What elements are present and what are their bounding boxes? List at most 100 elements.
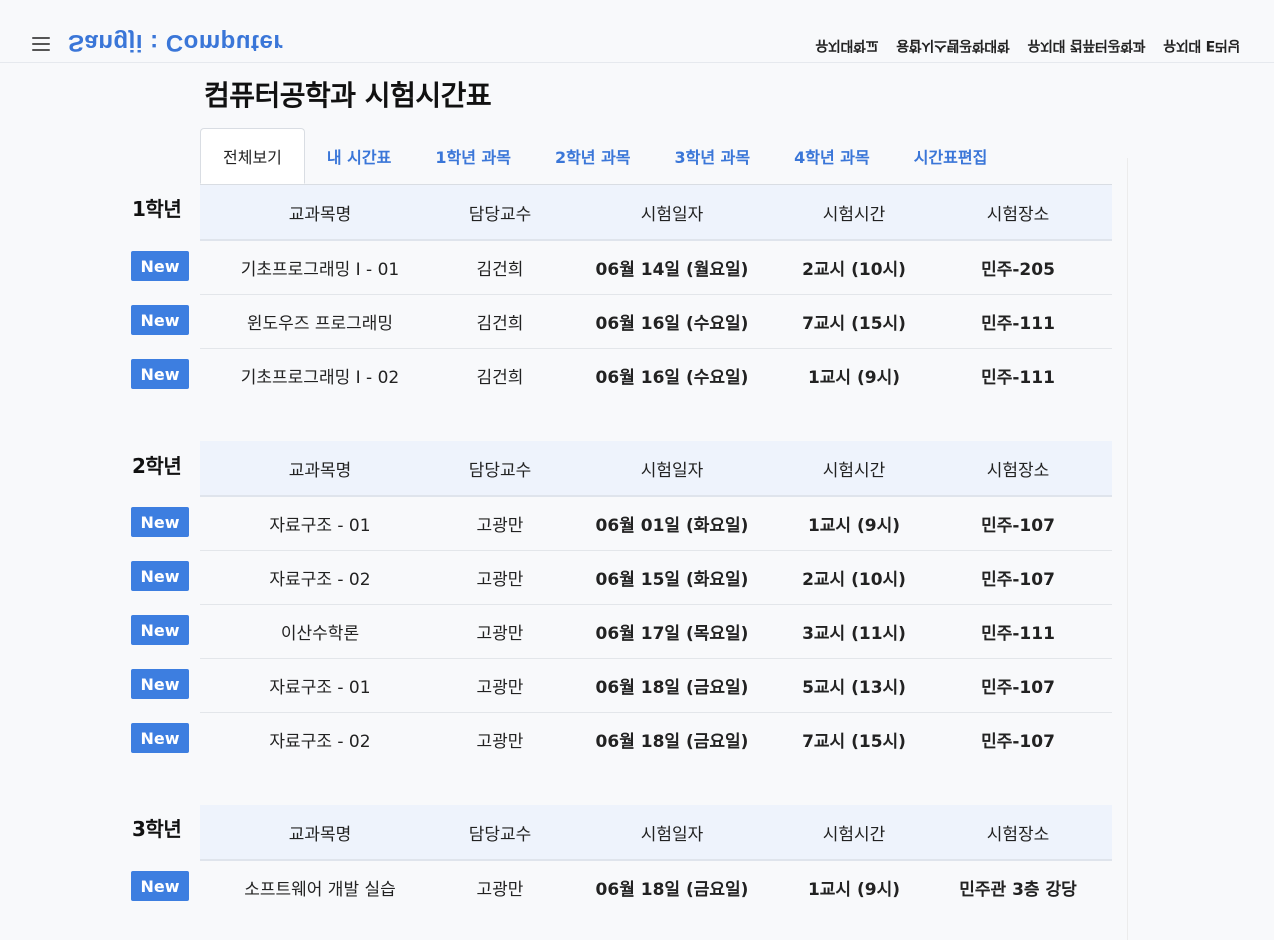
table-cell: 2교시 (10시): [784, 550, 924, 605]
table-cell: 자료구조 - 02: [200, 550, 440, 605]
table-cell: 소프트웨어 개발 실습: [244, 880, 396, 900]
table-row[interactable]: 기초프로그래밍 I - 01 김건희 06월 14일 (월요일) 2교시 (10시) 민…: [200, 240, 1112, 295]
new-badge: New: [131, 615, 189, 645]
table-cell: 고광만: [476, 732, 524, 752]
table-header-row: 교과목명 담당교수 시험일자 시험시간 시험장소: [200, 805, 1112, 861]
table-cell: 민주관 3층 강당: [959, 880, 1077, 900]
table-row[interactable]: 자료구조 - 01 고광만 06월 01일 (화요일) 1교시 (9시) 민주-107: [200, 496, 1112, 551]
table-row[interactable]: 소프트웨어 개발 실습 고광만 06월 18일 (금요일) 1교시 (9시) 민주관 3…: [200, 860, 1112, 914]
year-label: 3학년: [132, 817, 182, 841]
column-header: 시험시간: [784, 441, 924, 497]
new-badge: New: [131, 723, 189, 753]
exam-table: 교과목명 담당교수 시험일자 시험시간 시험장소 기초프로그래밍 I - 01 김건희 06월…: [200, 185, 1112, 402]
table-cell: 1교시 (9시): [807, 880, 901, 900]
tab-divider: [200, 184, 1112, 185]
table-cell: 06월 18일 (금요일): [560, 658, 784, 713]
tab-my-timetable[interactable]: 내 시간표: [326, 148, 392, 167]
table-cell: 김건희: [440, 294, 560, 349]
table-cell: 김건희: [440, 240, 560, 295]
table-cell: 06월 18일 (금요일): [595, 880, 749, 900]
table-cell: 고광만: [476, 880, 524, 900]
new-badge: New: [131, 561, 189, 591]
nav-link-college[interactable]: 융합시스템공학대학: [896, 37, 1010, 53]
page-title: 컴퓨터공학과 시험시간표: [204, 79, 492, 112]
column-header: 교과목명: [200, 441, 440, 497]
table-cell: 06월 16일 (수요일): [560, 294, 784, 349]
table-cell: 민주-107: [924, 496, 1112, 551]
column-header: 시험시간: [784, 805, 924, 861]
table-row[interactable]: 자료구조 - 02 고광만 06월 15일 (화요일) 2교시 (10시) 민주-107: [200, 550, 1112, 605]
column-header: 시험일자: [560, 441, 784, 497]
tab-year-3[interactable]: 3학년 과목: [674, 148, 751, 167]
hamburger-menu-icon[interactable]: [32, 37, 50, 51]
column-header: 담당교수: [440, 441, 560, 497]
table-cell: 06월 01일 (화요일): [560, 496, 784, 551]
table-cell: 고광만: [440, 550, 560, 605]
table-cell: 7교시 (15시): [802, 732, 906, 752]
nav-link-department[interactable]: 유지대 컴퓨터공학과: [1027, 37, 1146, 53]
table-row[interactable]: 이산수학론 고광만 06월 17일 (목요일) 3교시 (11시) 민주-111: [200, 604, 1112, 659]
table-cell: 김건희: [476, 368, 524, 388]
table-cell: 고광만: [440, 604, 560, 659]
table-cell: 06월 16일 (수요일): [595, 368, 749, 388]
table-cell: 06월 15일 (화요일): [560, 550, 784, 605]
table-cell: 기초프로그래밍 I - 02: [240, 368, 400, 388]
table-cell: 민주-111: [981, 368, 1055, 388]
table-cell: 자료구조 - 01: [200, 658, 440, 713]
content-right-border: [1127, 158, 1128, 940]
new-badge: New: [131, 871, 189, 901]
table-cell: 기초프로그래밍 I - 01: [200, 240, 440, 295]
top-nav: 유지대학교 융합시스템공학대학 유지대 컴퓨터공학과 유지대 E러닝: [815, 36, 1240, 56]
table-cell: 민주-111: [924, 604, 1112, 659]
table-cell: 민주-107: [981, 732, 1055, 752]
table-cell: 06월 14일 (월요일): [560, 240, 784, 295]
new-badge: New: [131, 507, 189, 537]
tab-all[interactable]: 전체보기: [200, 128, 305, 184]
table-row[interactable]: 기초프로그래밍 I - 02 김건희 06월 16일 (수요일) 1교시 (9시) 민주…: [200, 349, 1112, 403]
table-row[interactable]: 자료구조 - 01 고광만 06월 18일 (금요일) 5교시 (13시) 민주-107: [200, 658, 1112, 713]
table-cell: 1교시 (9시): [807, 368, 901, 388]
table-cell: 자료구조 - 02: [269, 732, 371, 752]
new-badge: New: [131, 669, 189, 699]
table-cell: 5교시 (13시): [784, 658, 924, 713]
tab-year-2[interactable]: 2학년 과목: [554, 148, 631, 167]
new-badge: New: [131, 359, 189, 389]
table-cell: 민주-107: [924, 550, 1112, 605]
table-row[interactable]: 자료구조 - 02 고광만 06월 18일 (금요일) 7교시 (15시) 민주-107: [200, 713, 1112, 767]
brand-logo[interactable]: Sangji : Computer: [68, 29, 284, 56]
top-bar: Sangji : Computer 유지대학교 융합시스템공학대학 유지대 컴퓨…: [0, 0, 1274, 63]
column-header: 시험장소: [924, 185, 1112, 241]
table-header-row: 교과목명 담당교수 시험일자 시험시간 시험장소: [200, 185, 1112, 241]
tab-year-4[interactable]: 4학년 과목: [794, 148, 870, 167]
nav-link-university[interactable]: 유지대학교: [815, 37, 879, 53]
new-badge: New: [131, 251, 189, 281]
column-header: 시험일자: [560, 185, 784, 241]
table-cell: 민주-107: [924, 658, 1112, 713]
table-cell: 3교시 (11시): [784, 604, 924, 659]
tab-year-1[interactable]: 1학년 과목: [435, 148, 511, 167]
table-header-row: 교과목명 담당교수 시험일자 시험시간 시험장소: [200, 441, 1112, 497]
table-cell: 민주-111: [924, 294, 1112, 349]
column-header: 시험일자: [560, 805, 784, 861]
table-cell: 1교시 (9시): [784, 496, 924, 551]
table-cell: 윈도우즈 프로그래밍: [200, 294, 440, 349]
column-header: 담당교수: [440, 805, 560, 861]
table-cell: 이산수학론: [200, 604, 440, 659]
column-header: 교과목명: [200, 185, 440, 241]
tab-bar: 전체보기 내 시간표 1학년 과목 2학년 과목 3학년 과목 4학년 과목 시…: [200, 128, 1009, 184]
column-header: 시험시간: [784, 185, 924, 241]
table-cell: 고광만: [440, 658, 560, 713]
year-label: 1학년: [132, 197, 182, 221]
column-header: 시험장소: [924, 441, 1112, 497]
table-cell: 자료구조 - 01: [200, 496, 440, 551]
nav-link-elearning[interactable]: 유지대 E러닝: [1163, 37, 1240, 53]
exam-table: 교과목명 담당교수 시험일자 시험시간 시험장소 자료구조 - 01 고광만 06월 01일 …: [200, 441, 1112, 766]
tab-edit-timetable[interactable]: 시간표편집: [913, 148, 988, 167]
table-cell: 06월 17일 (목요일): [560, 604, 784, 659]
column-header: 시험장소: [924, 805, 1112, 861]
table-cell: 민주-205: [924, 240, 1112, 295]
column-header: 교과목명: [200, 805, 440, 861]
table-row[interactable]: 윈도우즈 프로그래밍 김건희 06월 16일 (수요일) 7교시 (15시) 민주-11…: [200, 294, 1112, 349]
new-badge: New: [131, 305, 189, 335]
